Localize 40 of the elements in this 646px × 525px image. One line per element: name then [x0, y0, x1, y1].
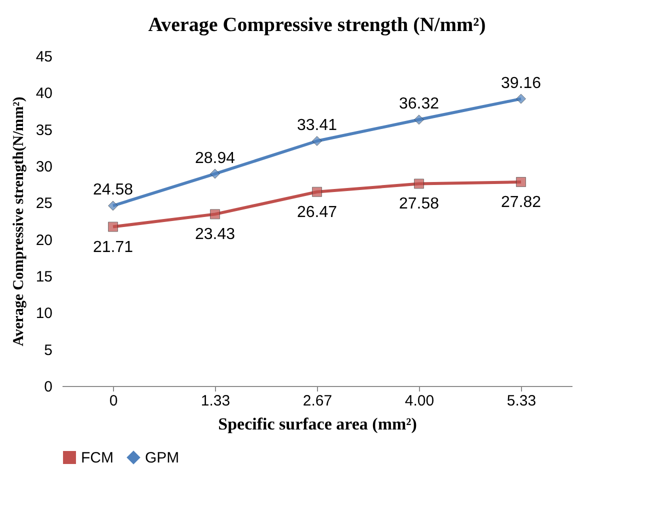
y-tick-label: 40	[36, 85, 52, 102]
point	[414, 114, 424, 125]
data-label: 28.94	[194, 150, 236, 167]
y-tick-label: 15	[36, 268, 52, 286]
y-axis-title: Average Compressive strength(N/mm²)	[10, 96, 27, 346]
y-tick-label: 45	[36, 48, 52, 66]
y-tick-label: 35	[36, 122, 52, 139]
point	[108, 222, 118, 232]
x-tick-label: 2.67	[302, 392, 332, 410]
x-tick-label: 4.00	[404, 392, 434, 410]
data-label: 36.32	[398, 96, 440, 113]
y-tick-label: 5	[44, 342, 52, 359]
data-label: 33.41	[296, 116, 338, 134]
y-tick-label: 0	[44, 378, 52, 396]
data-label: 39.16	[500, 74, 542, 92]
x-tick-label: 5.33	[506, 392, 536, 410]
legend-label: FCM	[81, 450, 114, 467]
data-label: 27.58	[398, 196, 440, 213]
data-label: 24.58	[92, 182, 134, 199]
y-tick-label: 10	[36, 305, 52, 322]
x-axis-title: Specific surface area (mm²)	[218, 414, 417, 434]
y-tick-label: 20	[36, 232, 52, 249]
data-label: 23.43	[194, 226, 236, 244]
y-tick-label: 25	[36, 195, 52, 212]
point	[312, 186, 322, 197]
data-label: 27.82	[500, 194, 542, 211]
point	[108, 200, 118, 211]
point	[312, 136, 322, 146]
x-tick-label: 1.33	[200, 392, 230, 410]
y-tick-label: 30	[36, 158, 52, 176]
data-label: 26.47	[296, 204, 338, 221]
legend-label: GPM	[145, 450, 180, 467]
data-label: 21.71	[92, 238, 134, 256]
chart-title: Average Compressive strength (N/mm²)	[148, 14, 486, 36]
point	[516, 176, 526, 187]
point	[516, 94, 526, 104]
point	[210, 168, 220, 179]
x-tick-label: 0	[109, 392, 118, 410]
point	[210, 209, 220, 220]
point	[414, 178, 424, 189]
